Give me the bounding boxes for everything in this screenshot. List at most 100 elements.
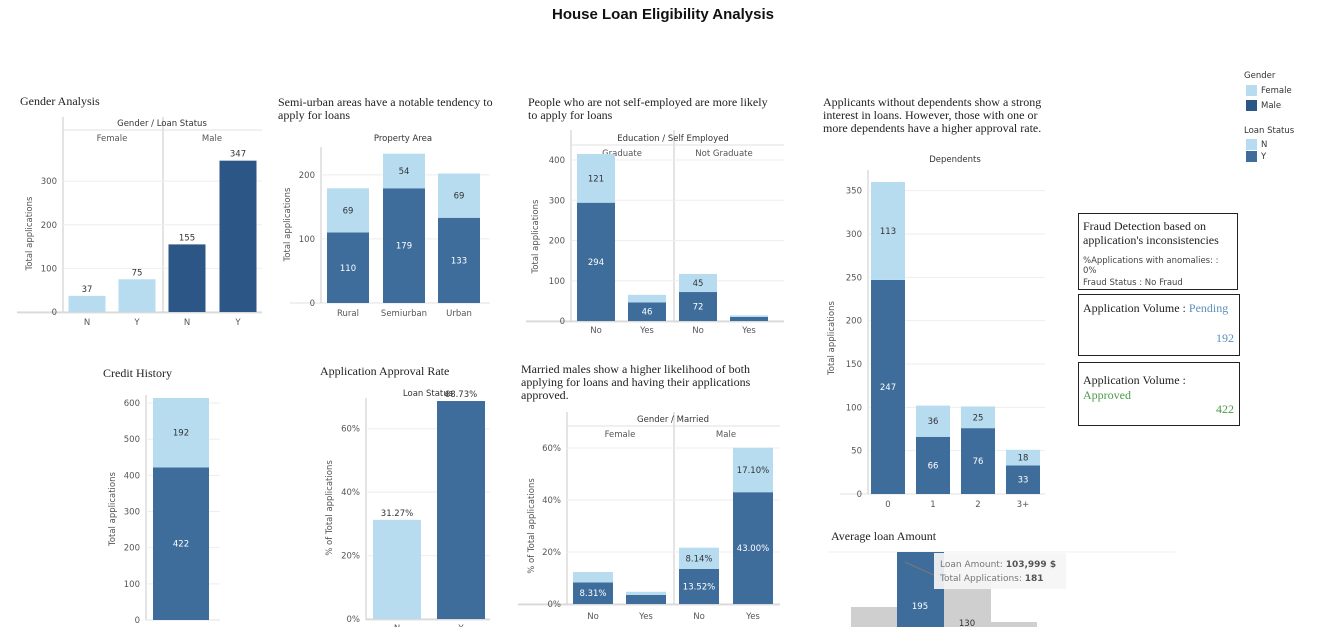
fraud-detection-panel: Fraud Detection based on application's i… xyxy=(1078,213,1238,290)
gender-y-tick-label: 0 xyxy=(52,308,57,318)
approval-header-label: Loan Status xyxy=(403,389,454,399)
property-bar-label: 54 xyxy=(399,167,410,177)
gender-y-tick-label: 300 xyxy=(41,177,57,187)
property-bar-rejected xyxy=(438,173,480,218)
dependents-bar-label: 247 xyxy=(880,383,896,393)
approval-y-tick-label: 60% xyxy=(341,425,360,435)
approval-y-tick-label: 0% xyxy=(347,615,361,625)
credit-bar-label: 192 xyxy=(173,429,189,439)
married-bar-rejected xyxy=(733,447,773,493)
credit-y-tick-label: 100 xyxy=(124,580,140,590)
education-bar-label: 45 xyxy=(693,279,704,289)
education-category-label: Yes xyxy=(639,326,654,336)
property-bar-approved xyxy=(327,232,369,303)
property-category-label: Rural xyxy=(337,309,359,319)
married-category-label: Yes xyxy=(638,612,653,622)
dependents-bar-approved xyxy=(871,279,905,494)
approval-bar-label: 68.73% xyxy=(445,390,477,400)
education-bar-approved xyxy=(679,292,717,321)
education-group-label: Not Graduate xyxy=(695,149,752,159)
married-y-axis-label: % of Total applications xyxy=(527,478,537,574)
legend-swatch-male xyxy=(1246,100,1257,111)
credit-y-axis-label: Total applications xyxy=(108,471,118,546)
education-header-label: Education / Self Employed xyxy=(617,134,729,144)
approval-bar xyxy=(437,401,485,619)
dependents-bar-approved xyxy=(961,428,995,494)
property-bar-label: 133 xyxy=(451,256,467,266)
education-y-tick-label: 300 xyxy=(549,196,565,206)
dependents-bar-rejected xyxy=(871,182,905,280)
education-bar-rejected xyxy=(628,294,666,303)
gender-category-label: Y xyxy=(234,318,241,328)
married-category-label: No xyxy=(587,612,599,622)
legend-label-male: Male xyxy=(1261,101,1282,111)
married-y-tick-label: 60% xyxy=(542,444,561,454)
credit-y-tick-label: 0 xyxy=(135,616,140,626)
education-bar-label: 46 xyxy=(642,308,653,318)
married-bar-label: 8.31% xyxy=(579,589,606,599)
tooltip-loan-amount: Loan Amount: 103,999 $ xyxy=(940,560,1056,570)
dependents-bar-approved xyxy=(1006,465,1040,494)
married-bar-label: 43.00% xyxy=(737,544,769,554)
property-y-tick-label: 0 xyxy=(310,299,315,309)
education-bar-approved xyxy=(730,316,768,321)
dependents-bar-rejected xyxy=(1006,449,1040,466)
gender-y-axis-label: Total applications xyxy=(25,196,35,271)
loan-amount-bar-label: 195 xyxy=(912,602,928,612)
approval-category-label: Y xyxy=(457,624,464,627)
education-y-tick-label: 100 xyxy=(549,277,565,287)
gender-bar-label: 37 xyxy=(82,285,93,295)
gender-y-tick-label: 100 xyxy=(41,264,57,274)
married-category-label: Yes xyxy=(745,612,760,622)
gender-chart-title: Gender Analysis xyxy=(20,94,100,108)
gender-category-label: Y xyxy=(133,318,140,328)
legend-item-female[interactable]: Female xyxy=(1246,84,1294,99)
education-bar-rejected xyxy=(577,154,615,203)
married-chart-title: Married males show a higher likelihood o… xyxy=(521,362,751,402)
married-bar-rejected xyxy=(626,591,666,595)
tooltip-amount-value: 103,999 $ xyxy=(1006,560,1056,570)
legend-item-male[interactable]: Male xyxy=(1246,99,1294,114)
education-bar-label: 294 xyxy=(588,258,604,268)
credit-bar-rejected xyxy=(153,398,209,468)
approval-category-label: N xyxy=(394,624,400,627)
legend-status-title: Loan Status xyxy=(1244,126,1295,136)
credit-bar-approved xyxy=(153,467,209,620)
education-y-axis-label: Total applications xyxy=(531,199,541,274)
gender-bar xyxy=(168,244,206,312)
education-chart-title: People who are not self-employed are mor… xyxy=(528,95,768,122)
dependents-y-tick-label: 250 xyxy=(846,273,862,283)
page-title: House Loan Eligibility Analysis xyxy=(552,6,774,23)
dependents-bar-label: 66 xyxy=(928,461,939,471)
legend-item-n[interactable]: N xyxy=(1246,139,1294,151)
dependents-y-tick-label: 150 xyxy=(846,360,862,370)
tooltip-box xyxy=(934,553,1066,589)
education-category-label: No xyxy=(692,326,704,336)
gender-bar-label: 155 xyxy=(179,233,195,243)
property-bar-label: 69 xyxy=(454,192,465,202)
legend-item-y[interactable]: Y xyxy=(1246,151,1294,163)
gender-y-tick-label: 200 xyxy=(41,221,57,231)
property-bar-approved xyxy=(438,217,480,303)
legend-swatch-y xyxy=(1246,151,1257,162)
dependents-bar-label: 33 xyxy=(1018,476,1029,486)
property-bar-label: 179 xyxy=(396,242,412,252)
gender-bar xyxy=(118,279,156,312)
property-y-tick-label: 200 xyxy=(299,171,315,181)
approval-bar xyxy=(373,519,421,619)
married-bar-label: 17.10% xyxy=(737,466,769,476)
credit-y-tick-label: 400 xyxy=(124,471,140,481)
dependents-bar-label: 18 xyxy=(1018,454,1029,464)
legend: Gender Female Male Loan Status N Y xyxy=(1244,69,1294,163)
approval-y-tick-label: 40% xyxy=(341,488,360,498)
loan-amount-bin xyxy=(991,622,1037,627)
education-bar-label: 72 xyxy=(693,303,704,313)
dependents-y-tick-label: 350 xyxy=(846,187,862,197)
credit-chart-title: Credit History xyxy=(103,366,172,380)
property-bar-approved xyxy=(383,188,425,303)
approved-volume-value: 422 xyxy=(1216,402,1234,416)
gender-bar xyxy=(219,160,257,312)
gender-header-label: Gender / Loan Status xyxy=(117,119,207,129)
tooltip-count-label: Total Applications: xyxy=(939,574,1025,584)
property-y-tick-label: 100 xyxy=(299,235,315,245)
